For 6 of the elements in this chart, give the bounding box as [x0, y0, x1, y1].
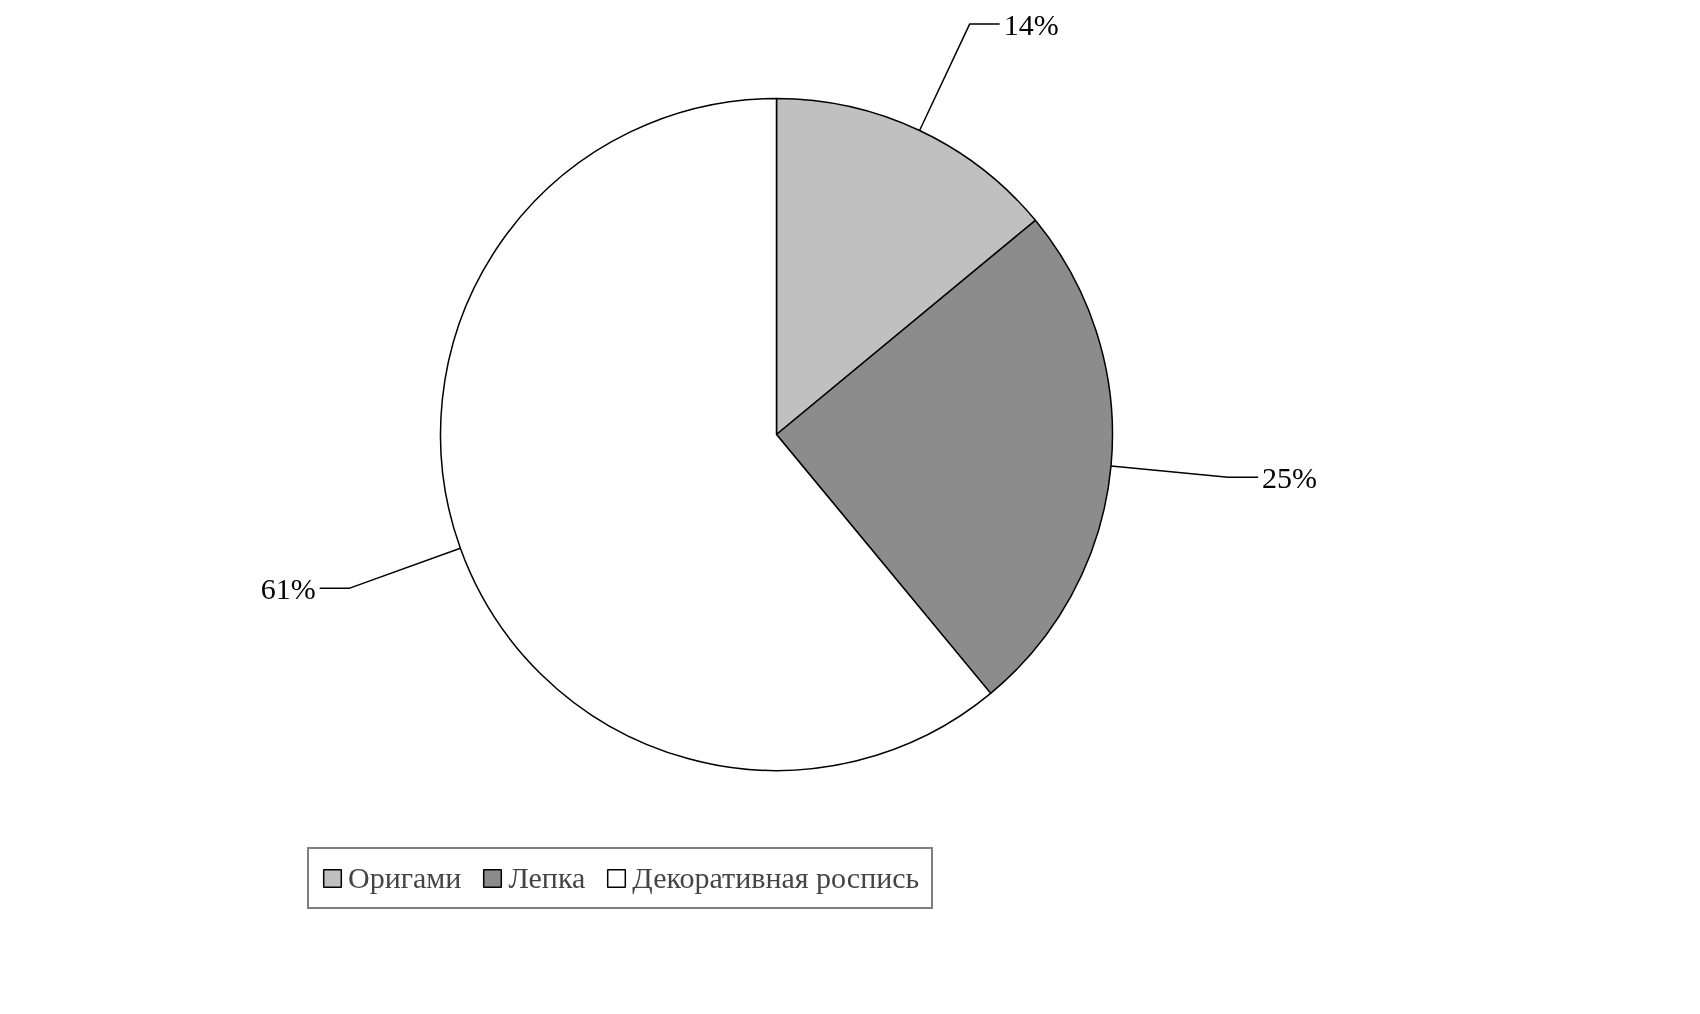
legend-label: Оригами — [348, 861, 462, 895]
data-label: 14% — [1003, 7, 1059, 41]
data-label: 61% — [260, 571, 316, 605]
legend-label: Лепка — [508, 861, 586, 895]
data-label: 25% — [1262, 460, 1318, 494]
legend-label: Декоративная роспись — [632, 861, 920, 895]
